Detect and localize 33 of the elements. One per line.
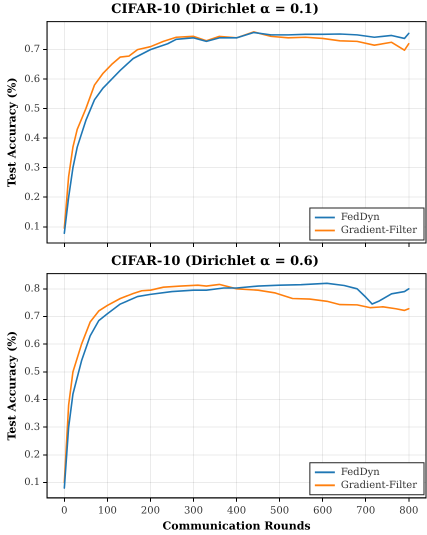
y-tick-label: 0.3 [24,162,40,174]
x-tick-label: 100 [98,505,117,516]
x-tick-label: 300 [184,505,204,516]
y-tick-label: 0.6 [24,74,40,85]
x-tick-label: 500 [270,505,290,516]
y-tick-label: 0.5 [24,103,40,114]
x-tick-label: 200 [140,505,160,516]
legend-label: Gradient-Filter [340,480,418,491]
y-tick-label: 0.4 [24,394,40,406]
y-tick-label: 0.2 [24,192,40,203]
x-tick-label: 700 [356,505,376,516]
y-tick-label: 0.6 [24,338,40,350]
x-axis-title: Communication Rounds [162,519,311,532]
chart-title: CIFAR-10 (Dirichlet α = 0.6) [111,254,319,270]
y-axis-title: Test Accuracy (%) [5,330,18,441]
y-tick-label: 0.3 [24,422,40,433]
legend-label: Gradient-Filter [340,225,418,236]
legend-label: FedDyn [340,212,380,224]
y-tick-label: 0.8 [24,283,40,294]
chart-title: CIFAR-10 (Dirichlet α = 0.1) [111,2,319,18]
y-tick-label: 0.7 [24,44,40,56]
y-axis-title: Test Accuracy (%) [5,77,18,188]
y-tick-label: 0.5 [24,366,40,378]
y-tick-label: 0.1 [24,477,40,488]
y-tick-label: 0.7 [24,311,40,322]
legend-label: FedDyn [340,466,380,478]
x-tick-label: 400 [227,505,246,516]
x-tick-label: 800 [399,505,418,516]
x-tick-label: 600 [313,505,332,516]
y-tick-label: 0.1 [24,221,40,232]
x-tick-label: 0 [61,505,68,516]
y-tick-label: 0.2 [24,449,40,460]
y-tick-label: 0.4 [24,132,40,144]
